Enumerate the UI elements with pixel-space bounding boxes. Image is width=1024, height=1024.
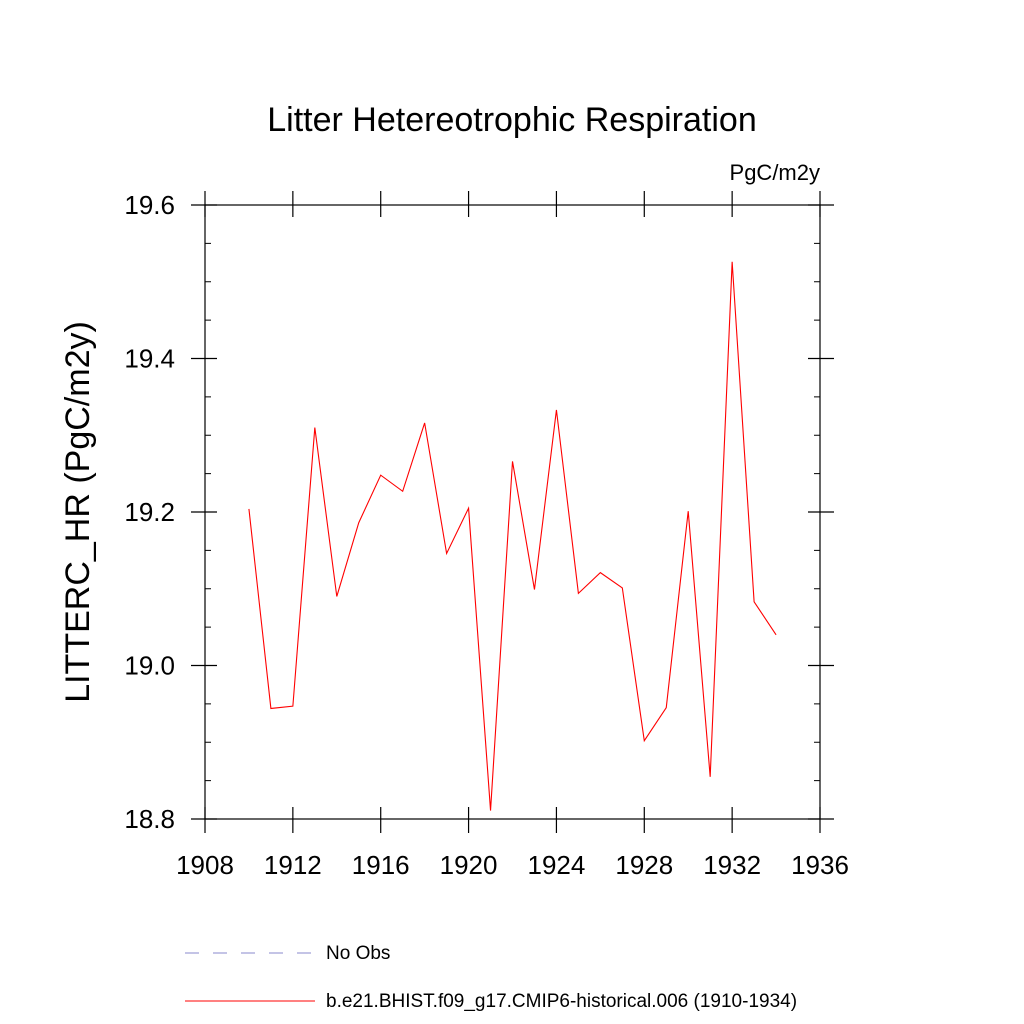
legend-label-no-obs: No Obs: [326, 943, 390, 964]
x-tick-label: 1928: [615, 850, 673, 880]
axis-ticks: [191, 191, 834, 833]
axis-tick-labels: 1908 1912 1916 1920 1924 1928 1932 1936 18.8 19.0…: [124, 190, 849, 880]
y-tick-label: 19.6: [124, 190, 175, 220]
chart-title: Litter Hetereotrophic Respiration: [267, 101, 756, 139]
x-tick-label: 1924: [528, 850, 586, 880]
legend-label-model: b.e21.BHIST.f09_g17.CMIP6-historical.006…: [326, 991, 797, 1012]
plot-area-frame: [204, 204, 821, 820]
y-axis-label: LITTERC_HR (PgC/m2y): [59, 321, 97, 703]
x-tick-label: 1936: [791, 850, 849, 880]
units-label: PgC/m2y: [730, 160, 820, 185]
x-tick-label: 1932: [703, 850, 761, 880]
x-tick-label: 1916: [352, 850, 410, 880]
x-tick-label: 1912: [264, 850, 322, 880]
y-tick-label: 19.2: [124, 497, 175, 527]
y-tick-label: 18.8: [124, 804, 175, 834]
data-series: [248, 261, 777, 811]
x-tick-label: 1920: [440, 850, 498, 880]
series-line: [248, 261, 777, 811]
y-tick-label: 19.0: [124, 651, 175, 681]
legend: No Obs b.e21.BHIST.f09_g17.CMIP6-histori…: [185, 943, 797, 1012]
x-tick-label: 1908: [176, 850, 234, 880]
y-tick-label: 19.4: [124, 344, 175, 374]
